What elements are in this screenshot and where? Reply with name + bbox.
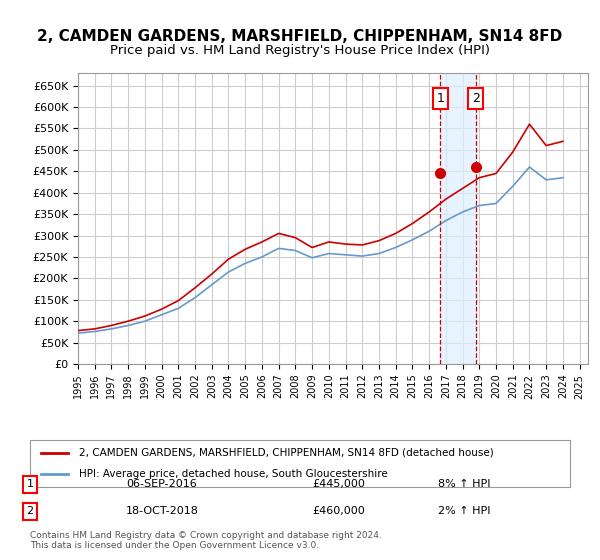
Text: Contains HM Land Registry data © Crown copyright and database right 2024.
This d: Contains HM Land Registry data © Crown c… bbox=[30, 530, 382, 550]
Text: 18-OCT-2018: 18-OCT-2018 bbox=[126, 506, 199, 516]
Text: 2: 2 bbox=[26, 506, 34, 516]
Text: £445,000: £445,000 bbox=[312, 479, 365, 489]
Text: 06-SEP-2016: 06-SEP-2016 bbox=[126, 479, 197, 489]
Text: 2: 2 bbox=[472, 92, 480, 105]
Bar bbox=[440, 73, 476, 364]
Text: 2% ↑ HPI: 2% ↑ HPI bbox=[438, 506, 491, 516]
Text: 2, CAMDEN GARDENS, MARSHFIELD, CHIPPENHAM, SN14 8FD: 2, CAMDEN GARDENS, MARSHFIELD, CHIPPENHA… bbox=[37, 29, 563, 44]
Text: 8% ↑ HPI: 8% ↑ HPI bbox=[438, 479, 491, 489]
Text: 2, CAMDEN GARDENS, MARSHFIELD, CHIPPENHAM, SN14 8FD (detached house): 2, CAMDEN GARDENS, MARSHFIELD, CHIPPENHA… bbox=[79, 448, 493, 458]
Text: 1: 1 bbox=[26, 479, 34, 489]
Text: 1: 1 bbox=[436, 92, 444, 105]
Text: £460,000: £460,000 bbox=[312, 506, 365, 516]
Text: Price paid vs. HM Land Registry's House Price Index (HPI): Price paid vs. HM Land Registry's House … bbox=[110, 44, 490, 57]
Text: HPI: Average price, detached house, South Gloucestershire: HPI: Average price, detached house, Sout… bbox=[79, 469, 388, 479]
